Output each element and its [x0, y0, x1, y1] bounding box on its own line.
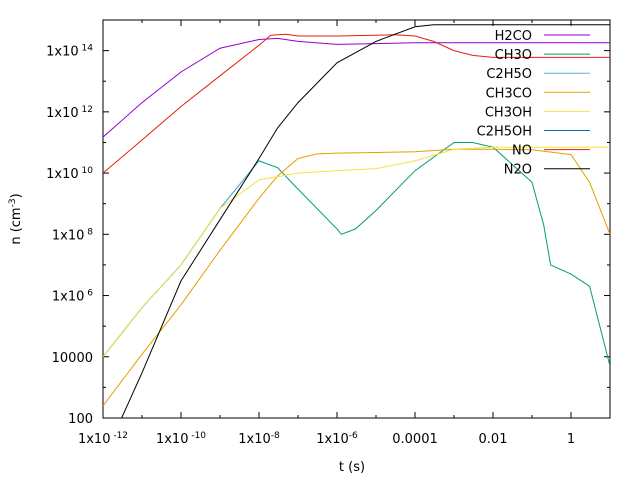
series-line-no	[103, 33, 610, 174]
x-tick-label: 1x10 -12	[78, 431, 128, 447]
plot-frame	[102, 19, 611, 419]
x-axis-label: t (s)	[339, 460, 365, 475]
x-tick-label: 1	[567, 432, 575, 447]
legend-label: N2O	[504, 163, 532, 178]
series-line-ch3co	[103, 148, 610, 407]
legend-label: C2H5OH	[477, 125, 532, 140]
x-tick-label: 0.0001	[392, 432, 438, 447]
legend-label: NO	[512, 144, 532, 159]
legend-label: CH3O	[495, 48, 532, 63]
legend-label: H2CO	[495, 29, 532, 44]
legend-label: C2H5O	[486, 67, 532, 82]
series-line-ch3o	[103, 142, 610, 367]
y-tick-label: 1x10 8	[52, 227, 93, 243]
series-lines	[103, 24, 610, 418]
y-axis-label-sup: -3	[8, 198, 18, 207]
y-tick-label: 100	[68, 412, 93, 427]
y-axis-label: n (cm-3)	[8, 193, 24, 244]
y-tick-label: 1x10 14	[46, 44, 93, 60]
series-line-ch3oh	[103, 146, 610, 358]
axis-ticks: 1x10 -12 1x10 -10 1x10-8 1x10-6 0.0001 0.01 1 1…	[46, 19, 611, 447]
x-tick-label: 0.01	[479, 432, 508, 447]
y-tick-label: 1x10 6	[52, 289, 93, 305]
x-tick-label: 1x10 -10	[156, 431, 206, 447]
series-line-h2co	[103, 37, 610, 138]
y-axis-label-close: )	[9, 193, 24, 198]
y-tick-label: 1x10 10	[46, 166, 93, 182]
x-tick-label: 1x10-8	[238, 431, 280, 447]
y-tick-label: 10000	[52, 351, 93, 366]
y-tick-label: 1x10 12	[46, 105, 93, 121]
x-tick-label: 1x10-6	[316, 431, 358, 447]
legend-label: CH3CO	[486, 86, 532, 101]
y-axis-label-main: n (cm	[9, 207, 24, 244]
series-line-n2o	[121, 24, 610, 418]
legend: H2CO CH3O C2H5O CH3CO CH3OH C2H5OH NO N2O	[477, 29, 590, 178]
legend-label: CH3OH	[485, 105, 532, 120]
